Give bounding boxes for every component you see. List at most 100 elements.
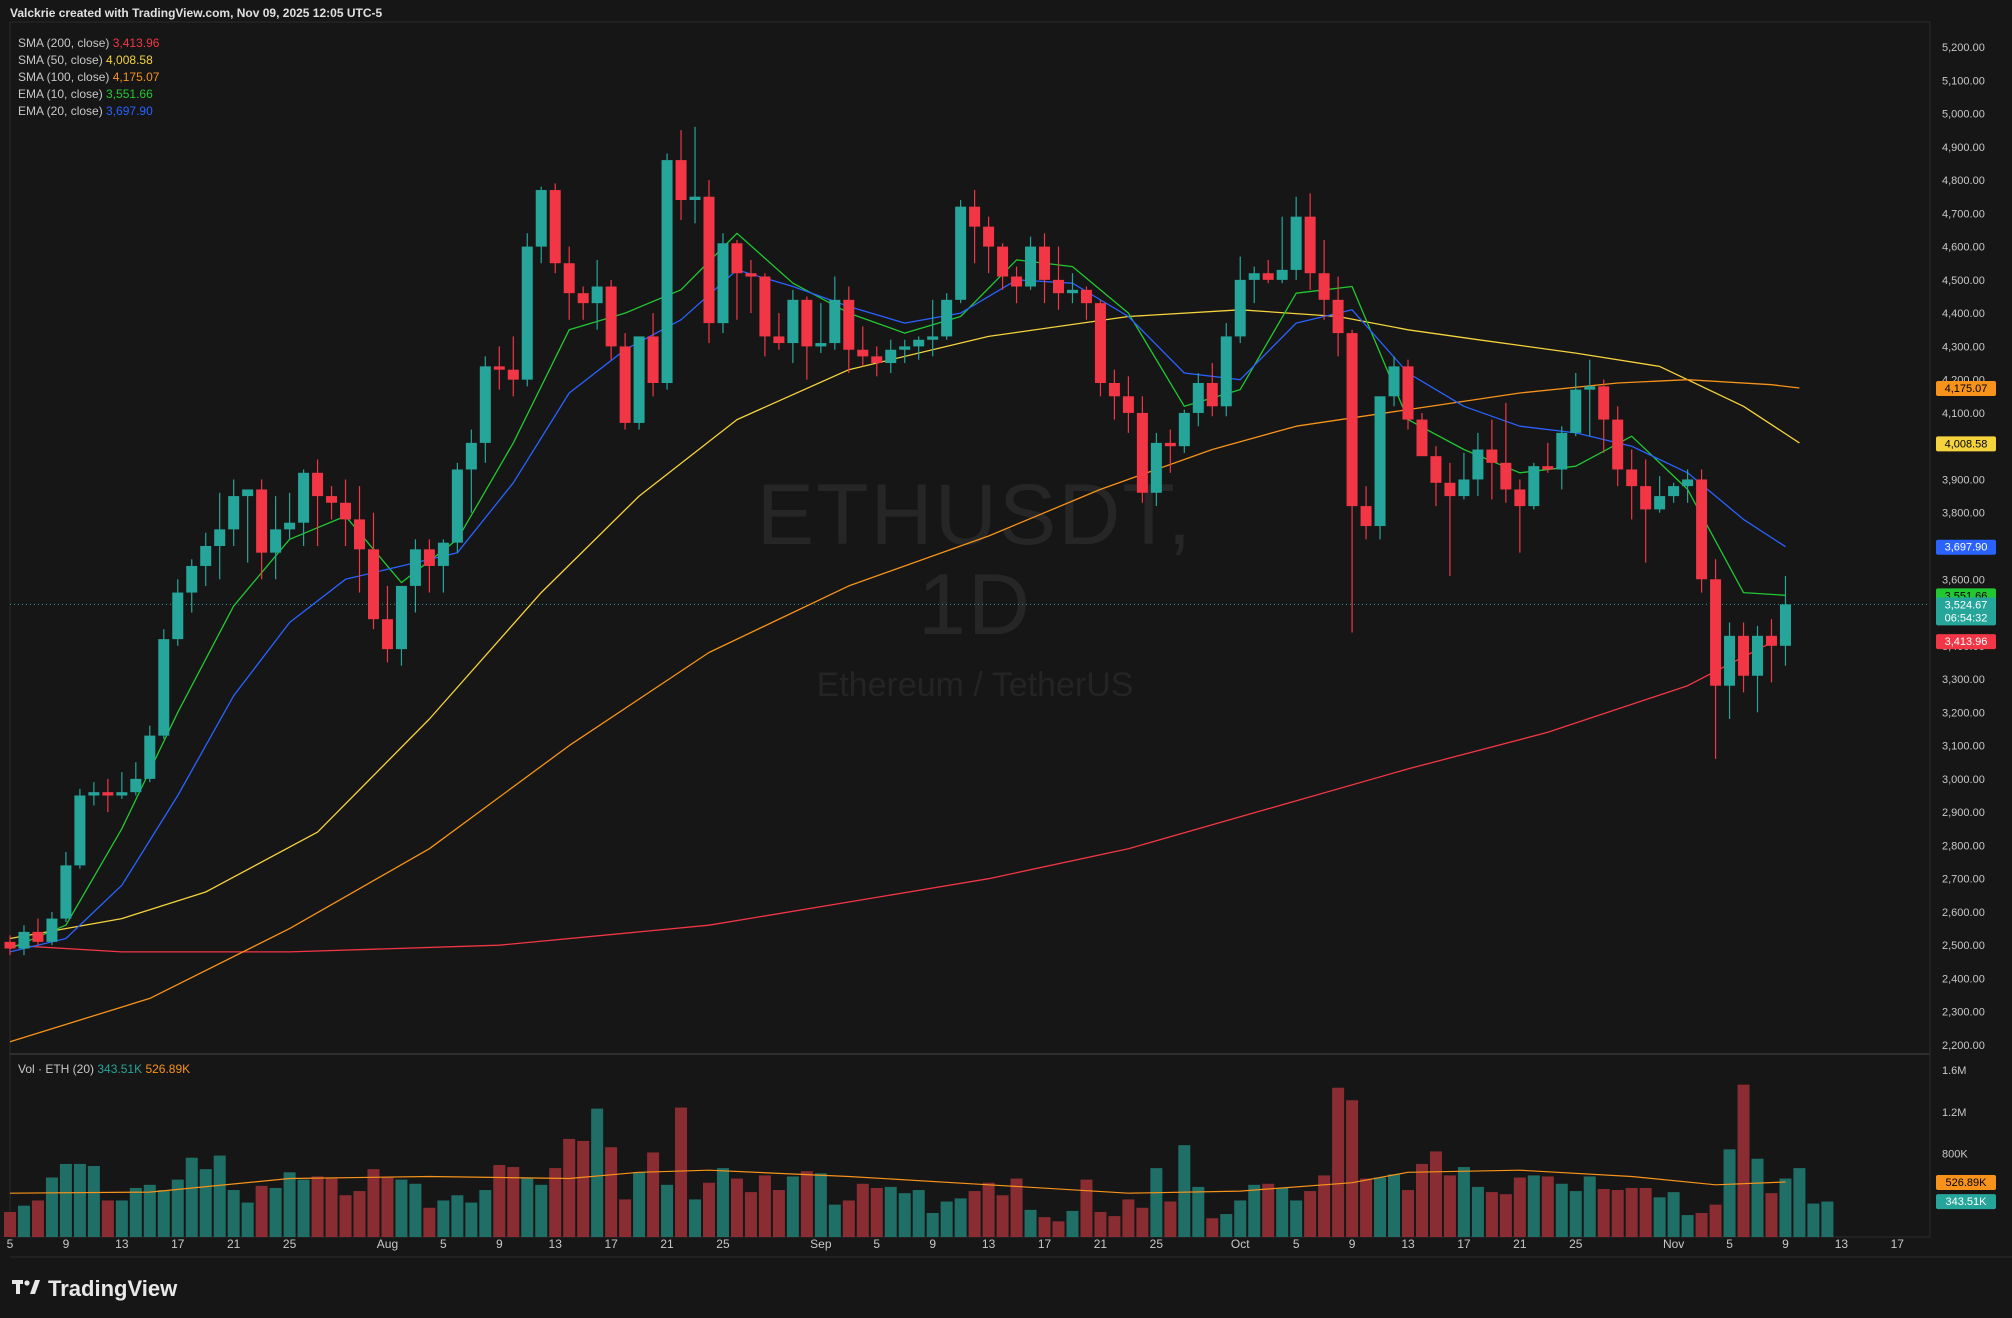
candle-body <box>661 160 673 383</box>
candle-body <box>326 496 338 503</box>
volume-bar <box>227 1190 240 1237</box>
candle-body <box>1612 419 1624 470</box>
volume-bar <box>1723 1149 1736 1237</box>
candle-body <box>74 795 86 866</box>
x-axis-tick-label: 25 <box>716 1237 730 1251</box>
volume-bar <box>591 1108 604 1237</box>
candle-body <box>1080 289 1092 304</box>
x-axis-tick-label: Aug <box>377 1237 398 1251</box>
candle-body <box>955 206 967 300</box>
volume-axis-badge-text: 343.51K <box>1946 1196 1988 1208</box>
volume-bar <box>157 1190 170 1237</box>
legend-row-sma100[interactable]: SMA (100, close) 4,175.07 <box>18 69 159 86</box>
candle-body <box>1025 246 1037 287</box>
volume-bar <box>45 1177 58 1237</box>
volume-bar <box>1765 1193 1778 1237</box>
x-axis-tick-label: Sep <box>810 1237 832 1251</box>
candle-body <box>1696 479 1708 580</box>
volume-bar <box>339 1195 352 1237</box>
volume-bar <box>647 1152 660 1237</box>
candle-body <box>493 366 505 370</box>
x-axis-tick-label: 13 <box>1835 1237 1849 1251</box>
ma-line <box>9 232 1786 950</box>
candle-body <box>1556 432 1568 470</box>
volume-bar <box>563 1138 576 1237</box>
volume-bar <box>409 1183 422 1237</box>
x-axis-tick-label: 9 <box>1349 1237 1356 1251</box>
candle-body <box>689 196 701 201</box>
ma-line <box>9 269 1786 953</box>
y-axis-tick-label: 5,100.00 <box>1942 75 1985 87</box>
tradingview-brand[interactable]: TradingView <box>12 1276 177 1302</box>
volume-bar <box>395 1179 408 1237</box>
volume-bar <box>884 1186 897 1237</box>
legend-row-ema10[interactable]: EMA (10, close) 3,551.66 <box>18 86 159 103</box>
candle-body <box>144 735 156 779</box>
x-axis-tick-label: 21 <box>1513 1237 1527 1251</box>
legend-row-sma200[interactable]: SMA (200, close) 3,413.96 <box>18 35 159 52</box>
volume-bar <box>1206 1218 1219 1237</box>
candle-body <box>773 336 785 344</box>
y-axis-tick-label: 3,300.00 <box>1942 674 1985 686</box>
legend-row-ema20[interactable]: EMA (20, close) 3,697.90 <box>18 103 159 120</box>
candle-body <box>1416 419 1428 457</box>
volume-legend[interactable]: Vol · ETH (20) 343.51K 526.89K <box>18 1062 190 1076</box>
volume-bar <box>926 1212 939 1237</box>
volume-bar <box>1108 1216 1121 1237</box>
candle-body <box>18 931 30 949</box>
candle-body <box>200 546 212 566</box>
legend-value: 3,413.96 <box>112 36 160 50</box>
y-axis-tick-label: 4,100.00 <box>1942 408 1985 420</box>
volume-bar <box>1681 1215 1694 1237</box>
candle-body <box>1458 479 1470 497</box>
candle-body <box>1500 462 1512 490</box>
legend-label: EMA (20, close) <box>18 104 103 118</box>
volume-bar <box>521 1178 534 1237</box>
candle-body <box>46 918 58 942</box>
candle-body <box>535 190 547 247</box>
volume-bar <box>1709 1204 1722 1237</box>
indicator-legend: SMA (200, close) 3,413.96 SMA (50, close… <box>18 35 159 120</box>
volume-bar <box>465 1202 478 1237</box>
candle-body <box>857 349 869 357</box>
x-axis-tick-label: 5 <box>873 1237 880 1251</box>
candle-body <box>1094 303 1106 383</box>
y-axis-tick-label: 3,100.00 <box>1942 741 1985 753</box>
volume-bar <box>437 1200 450 1237</box>
candle-body <box>1752 635 1763 676</box>
candle-body <box>815 343 827 347</box>
brand-name: TradingView <box>48 1276 178 1301</box>
volume-bar <box>1234 1200 1247 1237</box>
candle-body <box>367 549 379 620</box>
price-axis-badge <box>1936 436 1996 452</box>
volume-axis-tick-label: 1.6M <box>1942 1065 1966 1077</box>
y-axis-tick-label: 3,800.00 <box>1942 508 1985 520</box>
volume-bar <box>758 1175 771 1237</box>
candle-body <box>633 336 645 423</box>
x-axis-tick-label: 17 <box>171 1237 185 1251</box>
candle-body <box>577 293 589 304</box>
x-axis-tick-label: 21 <box>660 1237 674 1251</box>
legend-row-sma50[interactable]: SMA (50, close) 4,008.58 <box>18 52 159 69</box>
legend-value: 3,697.90 <box>106 104 153 118</box>
volume-bar <box>1388 1174 1401 1237</box>
volume-bar <box>381 1177 394 1237</box>
candle-body <box>1066 289 1078 294</box>
candle-body <box>1640 486 1652 510</box>
volume-bar <box>1807 1203 1820 1237</box>
candle-body <box>941 299 953 337</box>
x-axis-tick-label: Nov <box>1663 1237 1684 1251</box>
volume-bar <box>1360 1178 1373 1237</box>
legend-value: 4,008.58 <box>106 53 153 67</box>
volume-bar <box>856 1183 869 1237</box>
candle-body <box>1318 273 1330 300</box>
volume-bar <box>786 1176 799 1237</box>
candle-body <box>1108 382 1120 397</box>
price-axis-badge <box>1936 597 1996 626</box>
ma-line <box>9 309 1800 940</box>
candle-body <box>1178 412 1190 447</box>
volume-bar <box>1122 1199 1135 1237</box>
candle-body <box>619 346 631 423</box>
candle-body <box>983 226 995 247</box>
